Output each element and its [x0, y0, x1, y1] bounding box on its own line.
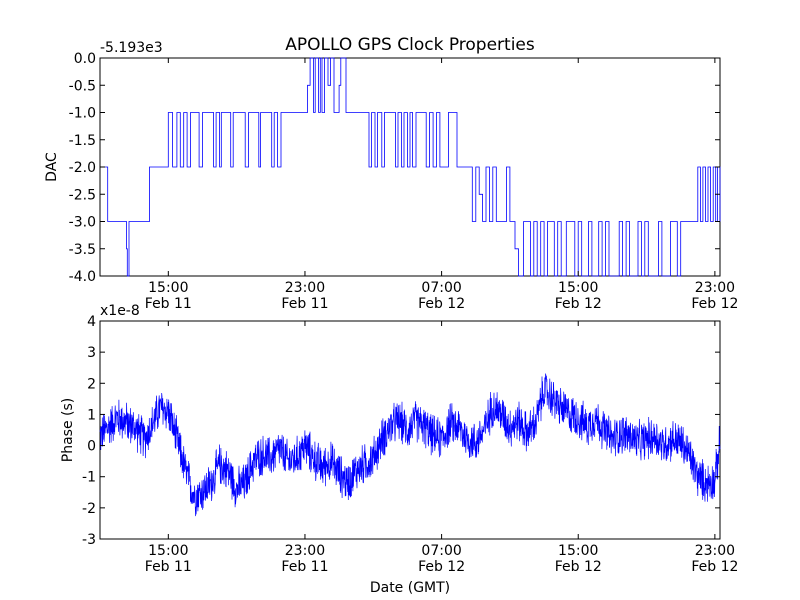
y-tick-label: -4.0: [69, 269, 96, 285]
top-series: [100, 57, 721, 277]
y-tick-label: -1.5: [69, 133, 96, 149]
x-tick-time: 15:00: [558, 280, 598, 296]
y-tick-label: -3.5: [69, 242, 96, 258]
y-tick-label: 0.0: [74, 51, 96, 67]
y-tick-label: -1: [82, 470, 96, 486]
top-y-ticks: 0.0 -0.5 -1.0 -1.5 -2.0 -2.5 -3.0 -3.5 -4.0: [69, 51, 720, 285]
dac-series-line: [100, 57, 721, 277]
y-tick-label: -0.5: [69, 78, 96, 94]
x-tick-date: Feb 12: [691, 296, 738, 312]
y-tick-label: -2.5: [69, 187, 96, 203]
top-panel: 0.0 -0.5 -1.0 -1.5 -2.0 -2.5 -3.0 -3.5 -4.0 15:0…: [44, 40, 738, 312]
y-tick-label: -3: [82, 532, 96, 548]
x-tick-time: 23:00: [285, 543, 325, 559]
x-tick-date: Feb 11: [281, 296, 328, 312]
x-tick-time: 23:00: [695, 543, 735, 559]
y-tick-label: -2.0: [69, 160, 96, 176]
chart-title: APOLLO GPS Clock Properties: [285, 35, 535, 55]
x-tick-time: 07:00: [421, 543, 461, 559]
bottom-offset-label: x1e-8: [100, 303, 140, 319]
x-tick-date: Feb 12: [555, 296, 602, 312]
bottom-x-axis-label: Date (GMT): [370, 580, 450, 596]
top-y-axis-label: DAC: [44, 152, 60, 182]
y-tick-label: 1: [87, 407, 96, 423]
y-tick-label: -3.0: [69, 215, 96, 231]
x-tick-time: 15:00: [148, 280, 188, 296]
x-tick-date: Feb 12: [691, 559, 738, 575]
x-tick-time: 15:00: [148, 543, 188, 559]
y-tick-label: 2: [87, 376, 96, 392]
x-tick-date: Feb 12: [418, 559, 465, 575]
y-tick-label: -2: [82, 501, 96, 517]
x-tick-date: Feb 11: [145, 559, 192, 575]
bottom-y-ticks: 4 3 2 1 0 -1 -2 -3: [82, 314, 720, 548]
x-tick-time: 23:00: [695, 280, 735, 296]
bottom-series: [99, 373, 721, 517]
y-tick-label: 3: [87, 345, 96, 361]
bottom-y-axis-label: Phase (s): [60, 398, 76, 462]
y-tick-label: 4: [87, 314, 96, 330]
x-tick-time: 23:00: [285, 280, 325, 296]
x-tick-time: 15:00: [558, 543, 598, 559]
x-tick-date: Feb 11: [145, 296, 192, 312]
top-offset-label: -5.193e3: [100, 40, 163, 56]
x-tick-date: Feb 12: [555, 559, 602, 575]
x-tick-date: Feb 11: [281, 559, 328, 575]
phase-series-line: [99, 373, 721, 517]
y-tick-label: -1.0: [69, 106, 96, 122]
x-tick-time: 07:00: [421, 280, 461, 296]
x-tick-date: Feb 12: [418, 296, 465, 312]
y-tick-label: 0: [87, 439, 96, 455]
